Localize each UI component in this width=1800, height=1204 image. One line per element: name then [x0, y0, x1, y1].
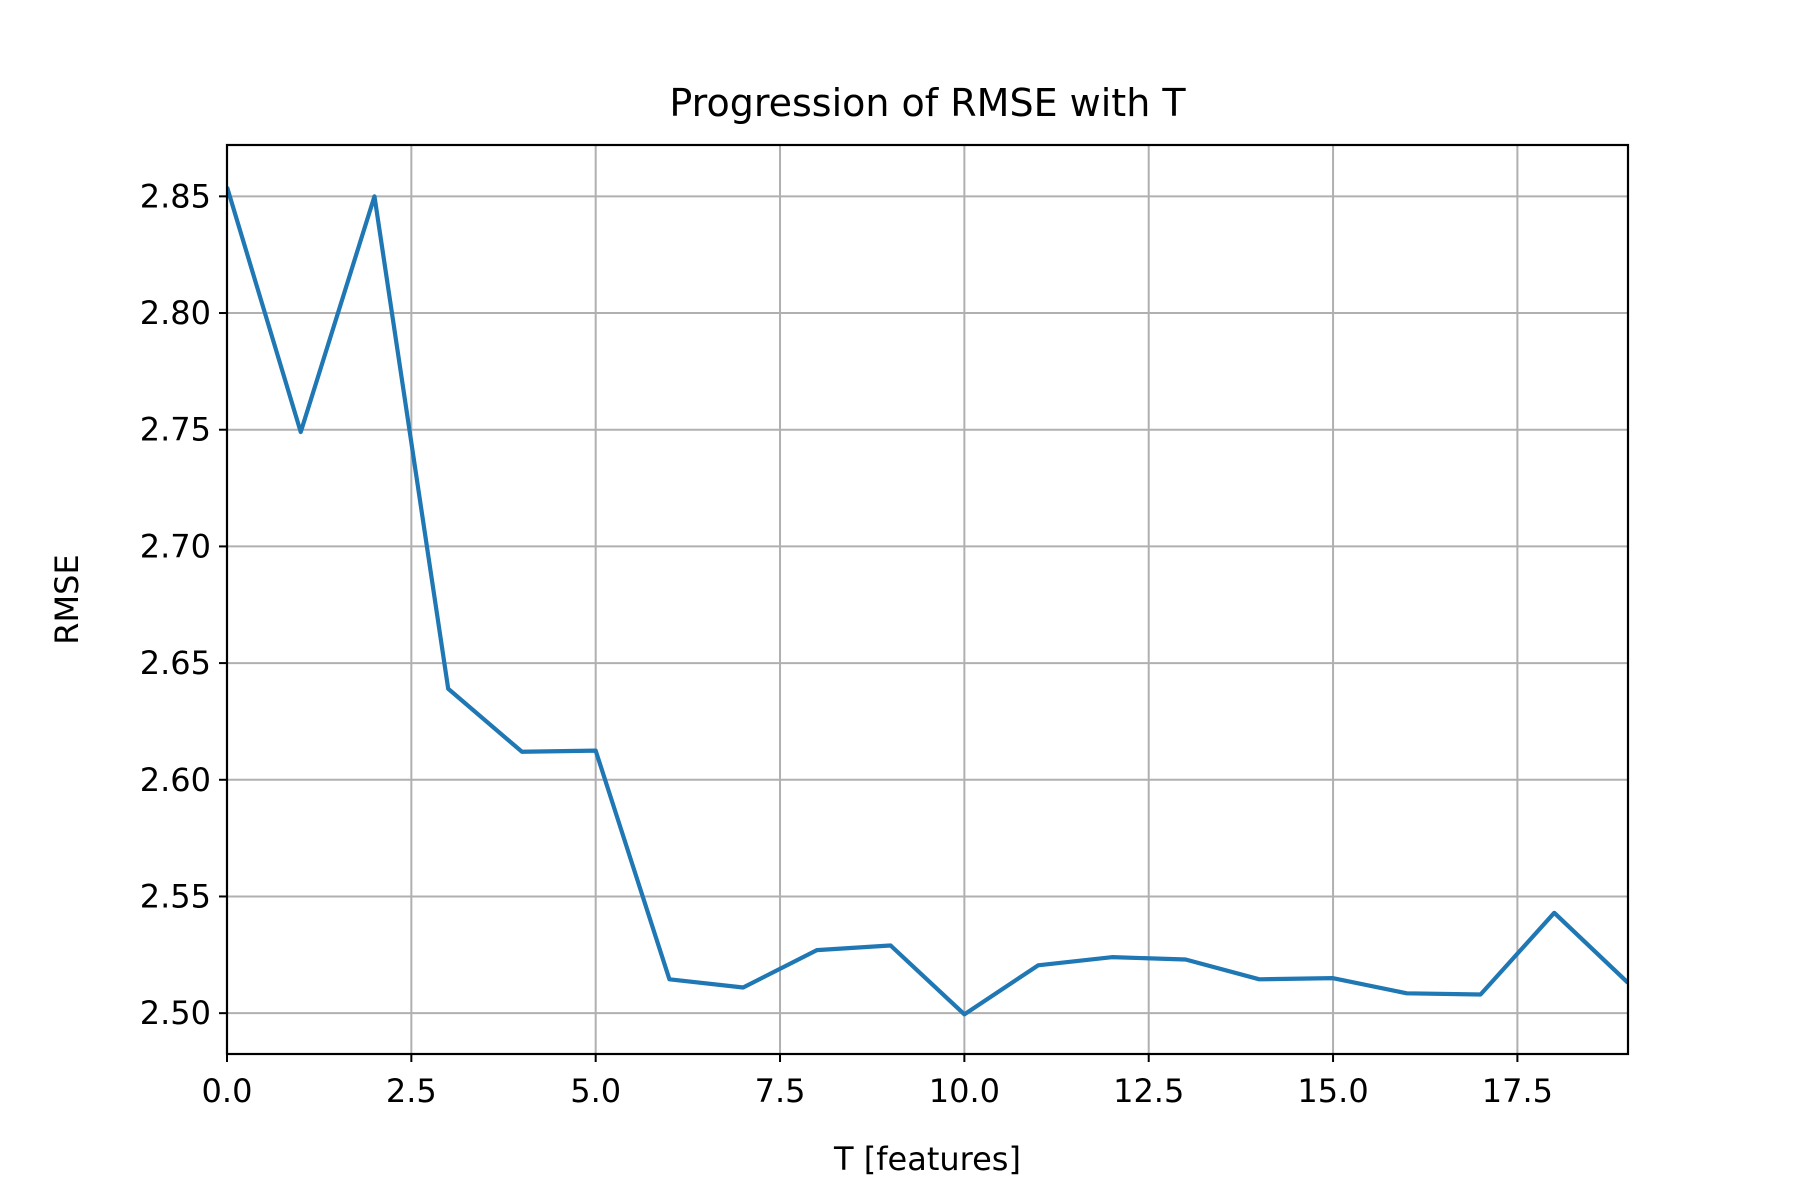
x-tick-label: 10.0 — [929, 1072, 1000, 1110]
series-layer — [227, 186, 1628, 1017]
y-tick-label: 2.85 — [140, 177, 211, 215]
y-axis-ticks: 2.50 2.55 2.60 2.65 2.70 2.75 2.80 2.85 — [140, 177, 227, 1032]
x-tick-label: 15.0 — [1297, 1072, 1368, 1110]
x-tick-label: 2.5 — [386, 1072, 437, 1110]
y-tick-label: 2.80 — [140, 294, 211, 332]
plot-frame — [225, 143, 1630, 1056]
x-tick-label: 7.5 — [755, 1072, 806, 1110]
y-tick-label: 2.50 — [140, 994, 211, 1032]
x-axis-ticks: 0.0 2.5 5.0 7.5 10.0 12.5 15.0 17.5 — [202, 1054, 1553, 1110]
y-axis-label: RMSE — [48, 554, 86, 644]
x-tick-label: 17.5 — [1482, 1072, 1553, 1110]
series-line — [227, 186, 1628, 1017]
y-tick-label: 2.65 — [140, 644, 211, 682]
y-tick-label: 2.60 — [140, 761, 211, 799]
y-tick-label: 2.75 — [140, 411, 211, 449]
x-tick-label: 12.5 — [1113, 1072, 1184, 1110]
x-tick-label: 0.0 — [202, 1072, 253, 1110]
y-tick-label: 2.70 — [140, 527, 211, 565]
x-axis-label: T [features] — [833, 1140, 1021, 1178]
x-tick-label: 5.0 — [570, 1072, 621, 1110]
y-tick-label: 2.55 — [140, 877, 211, 915]
chart-title: Progression of RMSE with T — [669, 81, 1186, 125]
grid — [226, 145, 1628, 1054]
